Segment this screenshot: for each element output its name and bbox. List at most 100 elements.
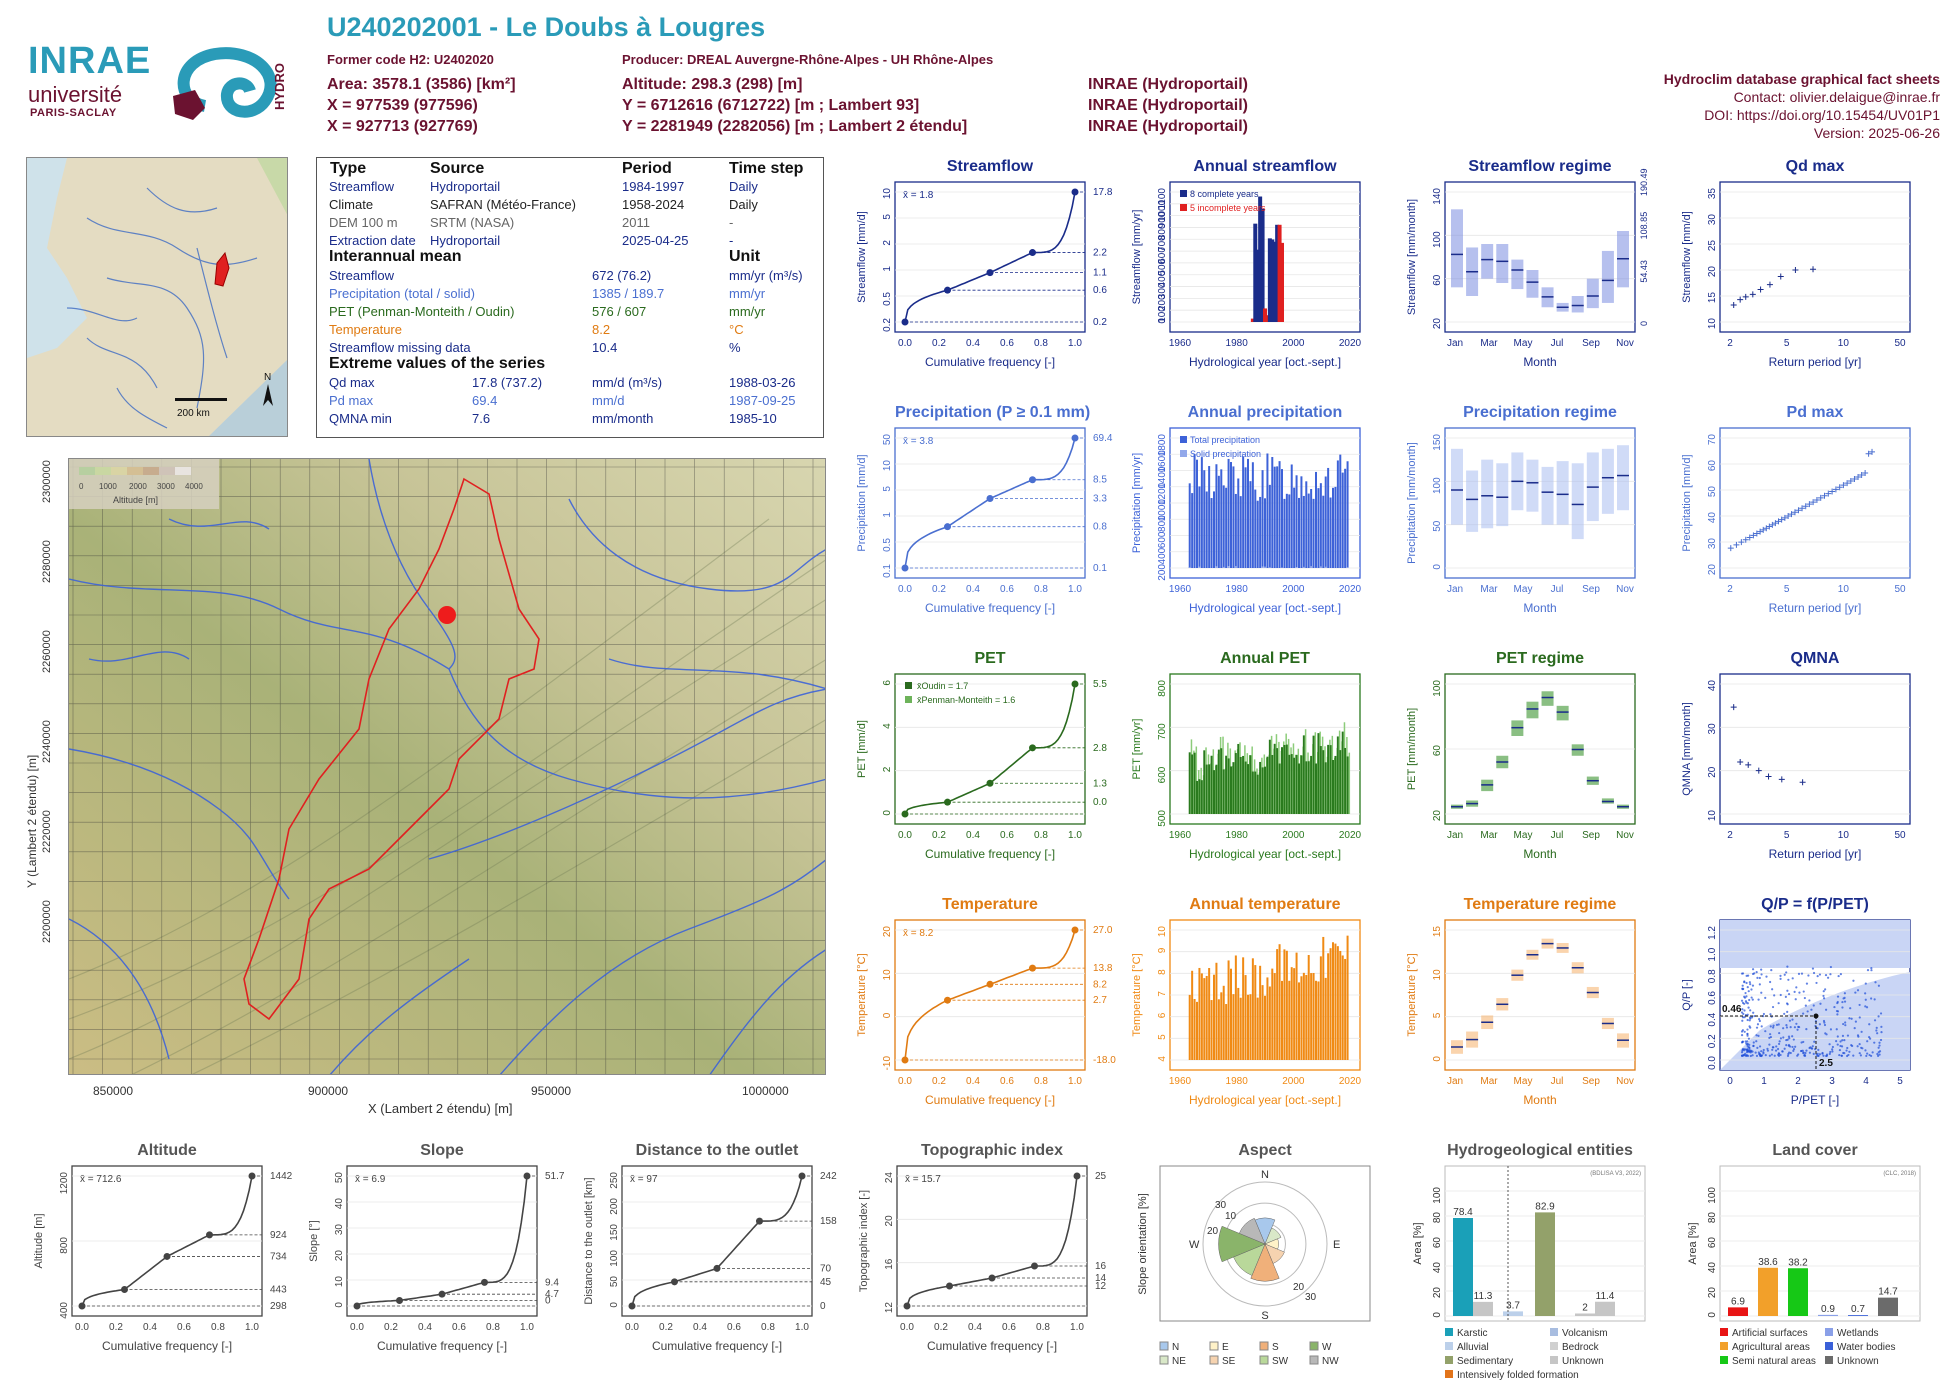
legend-swatch — [1180, 204, 1187, 211]
scatter-point — [1747, 1045, 1749, 1047]
scatter-point — [1824, 1024, 1826, 1026]
y-l2e-label: Y = 2281949 (2282056) [m ; Lambert 2 éte… — [622, 118, 967, 136]
scatter-point — [1771, 1049, 1773, 1051]
y-tick-label: 24 — [884, 1172, 895, 1184]
scatter-point — [1782, 1027, 1784, 1029]
scatter-point — [1842, 1035, 1844, 1037]
scatter-point — [1782, 1036, 1784, 1038]
x-tick-label: Jul — [1551, 1076, 1564, 1087]
x-tick-label: 0.8 — [1034, 830, 1048, 841]
x-tick-label: 0.8 — [486, 1322, 500, 1333]
scatter-point — [1805, 1004, 1807, 1006]
x-tick-label: Mar — [1480, 338, 1498, 349]
y-tick-label: 10 — [882, 969, 893, 981]
ex-unit-0: mm/d (m³/s) — [592, 375, 662, 390]
scatter-point — [1859, 1043, 1861, 1045]
x-tick-label: 1980 — [1226, 1076, 1249, 1087]
bar — [1310, 756, 1312, 814]
bar — [1322, 496, 1324, 568]
data-point — [946, 1283, 953, 1290]
bar-solid — [1235, 566, 1237, 568]
bar-solid — [1303, 567, 1305, 568]
scatter-point — [1873, 1042, 1875, 1044]
x-tick-label: 0.6 — [1002, 1322, 1016, 1333]
scatter-point — [1747, 986, 1749, 988]
bar — [1230, 462, 1232, 568]
y-tick-label: 20 — [884, 1215, 895, 1227]
ring-label: 10 — [1225, 1211, 1237, 1222]
y-tick-label: 1 — [882, 512, 893, 518]
ex-label-0: Qd max — [329, 375, 375, 390]
bar — [1237, 988, 1239, 1060]
scatter-point — [1860, 1054, 1862, 1056]
legend-swatch — [1210, 1356, 1218, 1364]
x-tick-label: 0.0 — [625, 1322, 639, 1333]
version: Version: 2025-06-26 — [1664, 124, 1940, 142]
universite-label: université — [28, 82, 122, 108]
row-src-1: SAFRAN (Météo-France) — [430, 197, 576, 212]
bar — [1313, 736, 1315, 814]
legend-swatch — [1180, 450, 1187, 457]
scatter-point — [1880, 1026, 1882, 1028]
mean-label: x̄ = 8.2 — [903, 928, 934, 939]
y-axis-label: Precipitation [mm/d] — [856, 454, 868, 551]
legend-swatch — [1310, 1356, 1318, 1364]
scatter-point — [1836, 1002, 1838, 1004]
scatter-point — [1810, 1009, 1812, 1011]
scatter-point — [1755, 1040, 1757, 1042]
bar — [1320, 483, 1322, 568]
scatter-point — [1845, 1049, 1847, 1051]
x-axis-label: Cumulative frequency [-] — [925, 601, 1055, 615]
scatter-point — [1832, 1046, 1834, 1048]
box — [1481, 244, 1493, 279]
bar — [1218, 476, 1220, 568]
scatter-point — [1756, 1027, 1758, 1029]
x-l2e-label: X = 927713 (927769) — [327, 118, 478, 136]
doi[interactable]: DOI: https://doi.org/10.15454/UV01P1 — [1664, 106, 1940, 124]
scatter-point — [1743, 1054, 1745, 1056]
scatter-point — [1878, 1047, 1880, 1049]
y-tick-label: 0 — [1432, 1312, 1443, 1318]
scatter-point — [1817, 1053, 1819, 1055]
x-tick-label: 0.4 — [693, 1322, 707, 1333]
x-tick-label: 0.2 — [932, 830, 946, 841]
right-tick-label: 12 — [1095, 1281, 1107, 1292]
scatter-point — [1772, 1026, 1774, 1028]
legend-label: x̄Oudin = 1.7 — [917, 681, 968, 691]
temp_regime-title: Temperature regime — [1445, 896, 1635, 914]
ia-label-1: Precipitation (total / solid) — [329, 286, 475, 301]
right-tick-label: 2.7 — [1093, 995, 1107, 1006]
bar-label: 0.9 — [1821, 1304, 1835, 1315]
legend-label: NE — [1172, 1356, 1186, 1367]
x-axis-label: Cumulative frequency [-] — [377, 1339, 507, 1353]
scatter-point — [1837, 1035, 1839, 1037]
bar — [1230, 969, 1232, 1060]
scatter-point — [1823, 1020, 1825, 1022]
bar — [1347, 756, 1349, 814]
x-tick-label: 1960 — [1169, 830, 1192, 841]
bar — [1274, 973, 1276, 1060]
bar-solid — [1228, 566, 1230, 568]
contact[interactable]: Contact: olivier.delaigue@inrae.fr — [1664, 88, 1940, 106]
scatter-point — [1781, 1050, 1783, 1052]
legend-swatch — [1445, 1356, 1453, 1364]
bar — [1758, 1268, 1778, 1316]
x-tick-label: 0.2 — [932, 338, 946, 349]
y-tick-label: 2 — [882, 240, 893, 246]
right-tick-label: 0.6 — [1093, 285, 1107, 296]
bigmap-xlabel: X (Lambert 2 étendu) [m] — [368, 1101, 513, 1116]
streamflow-title: Streamflow — [895, 158, 1085, 176]
bar-label: 6.9 — [1731, 1296, 1745, 1307]
legend-tick-2: 2000 — [129, 482, 147, 491]
x-tick-label: Sep — [1582, 1076, 1600, 1087]
right-tick-label: 1.3 — [1093, 778, 1107, 789]
bar — [1276, 748, 1278, 814]
bar — [1223, 485, 1225, 568]
data-point — [1072, 435, 1079, 442]
bar — [1237, 478, 1239, 568]
scatter-point — [1865, 982, 1867, 984]
